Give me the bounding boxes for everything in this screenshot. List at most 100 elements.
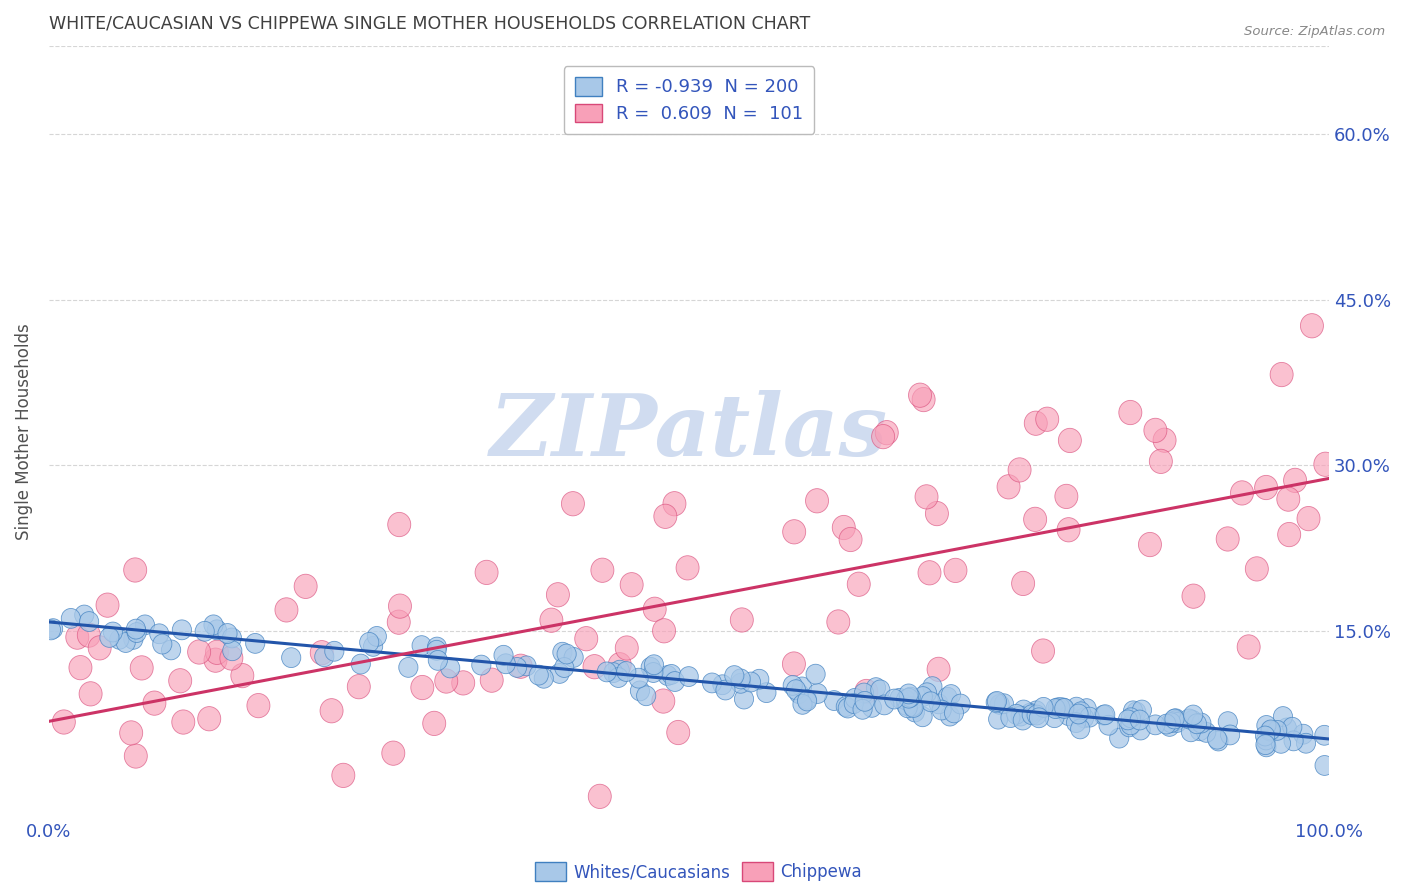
Ellipse shape [598,662,616,681]
Ellipse shape [620,573,643,597]
Ellipse shape [806,665,825,684]
Ellipse shape [509,654,533,679]
Ellipse shape [1118,710,1137,730]
Ellipse shape [783,520,806,544]
Ellipse shape [1284,468,1306,492]
Ellipse shape [922,677,942,697]
Ellipse shape [915,484,938,509]
Ellipse shape [1119,401,1142,425]
Ellipse shape [1220,725,1240,745]
Ellipse shape [917,683,936,703]
Ellipse shape [557,644,576,664]
Ellipse shape [658,665,678,685]
Ellipse shape [1054,484,1078,508]
Ellipse shape [942,684,960,705]
Ellipse shape [1180,709,1199,729]
Ellipse shape [786,680,806,699]
Ellipse shape [1121,714,1140,735]
Ellipse shape [44,619,63,639]
Ellipse shape [69,656,91,680]
Ellipse shape [1054,698,1074,718]
Ellipse shape [912,387,935,412]
Ellipse shape [75,605,94,625]
Ellipse shape [247,693,270,718]
Ellipse shape [1045,707,1064,728]
Ellipse shape [783,675,803,696]
Ellipse shape [1047,698,1067,718]
Ellipse shape [367,626,387,647]
Ellipse shape [713,675,733,695]
Ellipse shape [797,691,817,711]
Ellipse shape [1121,708,1140,728]
Ellipse shape [1139,533,1161,557]
Ellipse shape [1192,714,1211,733]
Text: WHITE/CAUCASIAN VS CHIPPEWA SINGLE MOTHER HOUSEHOLDS CORRELATION CHART: WHITE/CAUCASIAN VS CHIPPEWA SINGLE MOTHE… [49,15,810,33]
Ellipse shape [399,657,418,677]
Ellipse shape [1294,724,1313,744]
Ellipse shape [731,669,751,689]
Ellipse shape [1080,707,1099,727]
Ellipse shape [41,620,60,640]
Ellipse shape [734,690,754,709]
Ellipse shape [540,608,562,632]
Ellipse shape [198,706,221,731]
Ellipse shape [853,699,872,719]
Ellipse shape [1024,411,1047,435]
Ellipse shape [382,741,405,765]
Ellipse shape [1067,698,1085,717]
Ellipse shape [219,646,243,670]
Ellipse shape [716,680,735,700]
Ellipse shape [609,667,628,688]
Ellipse shape [1026,705,1046,725]
Ellipse shape [517,656,536,676]
Ellipse shape [837,697,855,716]
Ellipse shape [411,675,434,699]
Ellipse shape [950,694,970,714]
Ellipse shape [654,504,676,528]
Ellipse shape [929,694,948,714]
Ellipse shape [1270,362,1294,387]
Ellipse shape [875,695,894,714]
Ellipse shape [932,700,952,720]
Ellipse shape [724,665,744,686]
Ellipse shape [862,698,882,717]
Ellipse shape [117,632,135,652]
Ellipse shape [870,680,890,700]
Ellipse shape [352,654,370,674]
Ellipse shape [294,574,318,599]
Ellipse shape [1095,705,1115,724]
Ellipse shape [1315,756,1334,775]
Ellipse shape [662,665,681,684]
Ellipse shape [1208,730,1227,749]
Ellipse shape [641,657,661,677]
Ellipse shape [173,620,191,640]
Ellipse shape [898,698,917,718]
Ellipse shape [120,721,142,745]
Ellipse shape [603,663,623,682]
Ellipse shape [643,597,666,622]
Ellipse shape [730,607,754,632]
Ellipse shape [908,383,932,408]
Ellipse shape [1094,706,1114,725]
Ellipse shape [876,420,898,445]
Ellipse shape [997,475,1021,499]
Ellipse shape [1257,730,1275,750]
Ellipse shape [1153,428,1175,452]
Ellipse shape [1209,731,1227,751]
Ellipse shape [79,681,103,706]
Ellipse shape [172,710,195,734]
Ellipse shape [1161,713,1181,732]
Ellipse shape [311,640,333,665]
Ellipse shape [1024,508,1046,532]
Ellipse shape [1149,450,1173,474]
Ellipse shape [205,640,229,665]
Ellipse shape [494,645,513,665]
Ellipse shape [848,572,870,597]
Ellipse shape [534,668,554,689]
Ellipse shape [866,678,886,698]
Ellipse shape [1277,718,1296,738]
Ellipse shape [77,623,100,648]
Ellipse shape [1256,726,1275,746]
Ellipse shape [204,648,226,673]
Ellipse shape [900,689,918,708]
